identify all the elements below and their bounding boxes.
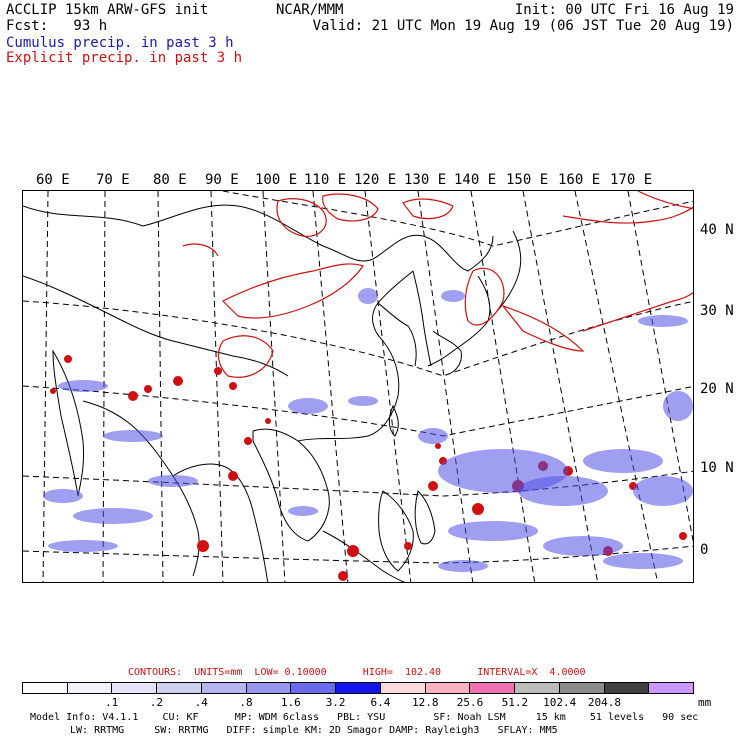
lat-label: 40 N (700, 222, 734, 238)
colorbar-tick-label: 12.8 (412, 696, 439, 709)
colorbar-segment (291, 683, 337, 693)
lon-label: 120 E (354, 172, 397, 188)
colorbar-tick-label: .8 (239, 696, 253, 709)
lon-label: 110 E (304, 172, 347, 188)
precip-map (22, 190, 694, 583)
center-label: NCAR/MMM (276, 2, 344, 18)
lon-label: 160 E (558, 172, 601, 188)
colorbar (22, 682, 694, 694)
colorbar-segment (470, 683, 516, 693)
contours-info: CONTOURS: UNITS=mm LOW= 0.10000 HIGH= 10… (128, 667, 586, 678)
colorbar-segment (649, 683, 694, 693)
colorbar-tick-label: 1.6 (280, 696, 301, 709)
explicit-precip (182, 191, 693, 378)
colorbar-tick-label: 3.2 (325, 696, 346, 709)
lon-label: 100 E (255, 172, 298, 188)
lon-label: 170 E (610, 172, 653, 188)
colorbar-segment (112, 683, 158, 693)
lon-label: 80 E (153, 172, 187, 188)
graticule (23, 191, 693, 582)
colorbar-tick-label: .1 (105, 696, 119, 709)
lon-label: 130 E (404, 172, 447, 188)
lon-label: 60 E (36, 172, 70, 188)
colorbar-tick-label: 25.6 (456, 696, 484, 709)
lon-label: 90 E (205, 172, 239, 188)
lon-label: 150 E (506, 172, 549, 188)
colorbar-segment (201, 683, 247, 693)
colorbar-units: mm (698, 696, 712, 709)
valid-time: Valid: 21 UTC Mon 19 Aug 19 (06 JST Tue … (312, 18, 734, 34)
colorbar-segment (515, 683, 560, 693)
colorbar-segment (604, 683, 650, 693)
lat-label: 0 (700, 542, 709, 558)
lat-label: 20 N (700, 381, 734, 397)
lon-label: 70 E (96, 172, 130, 188)
colorbar-tick-label: 204.8 (587, 696, 622, 709)
init-time: Init: 00 UTC Fri 16 Aug 19 (514, 2, 734, 18)
colorbar-segment (157, 683, 202, 693)
cumulus-precip (43, 288, 693, 572)
model-info-line1: Model Info: V4.1.1 CU: KF MP: WDM 6class… (30, 712, 699, 723)
colorbar-tick-label: 102.4 (543, 696, 577, 709)
colorbar-segment (559, 683, 605, 693)
colorbar-tick-label: .2 (149, 696, 164, 709)
colorbar-segment (67, 683, 113, 693)
colorbar-segment (246, 683, 292, 693)
colorbar-tick-label: .4 (194, 696, 208, 709)
colorbar-segment (425, 683, 471, 693)
model-info-line2: LW: RRTMG SW: RRTMG DIFF: simple KM: 2D … (70, 725, 558, 736)
lat-label: 30 N (700, 303, 734, 319)
colorbar-segment (380, 683, 426, 693)
lon-label: 140 E (454, 172, 497, 188)
colorbar-segment (336, 683, 381, 693)
title-left: ACCLIP 15km ARW-GFS init (6, 2, 209, 18)
cumulus-legend: Cumulus precip. in past 3 h (6, 35, 234, 51)
explicit-legend: Explicit precip. in past 3 h (6, 50, 243, 66)
lat-label: 10 N (700, 460, 734, 476)
forecast-hour: Fcst: 93 h (6, 18, 108, 34)
map-canvas (23, 191, 693, 582)
colorbar-tick-label: 51.2 (501, 696, 529, 709)
colorbar-tick-label: 6.4 (370, 696, 391, 709)
colorbar-segment (23, 683, 68, 693)
